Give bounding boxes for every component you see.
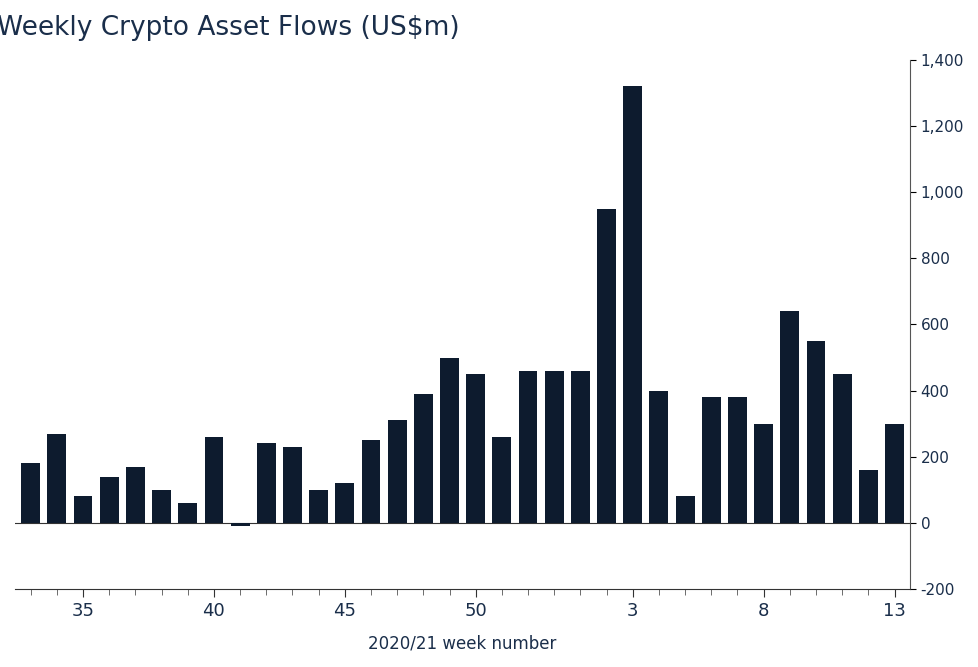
Bar (648, 391, 668, 523)
Bar (570, 371, 589, 523)
Bar (466, 374, 485, 523)
Bar (178, 503, 197, 523)
Bar (623, 87, 642, 523)
Bar (414, 394, 432, 523)
Bar (806, 341, 824, 523)
Bar (47, 434, 67, 523)
Bar (335, 483, 354, 523)
Bar (256, 444, 276, 523)
Bar (73, 496, 92, 523)
Bar (231, 523, 249, 526)
Bar (309, 490, 328, 523)
Bar (701, 397, 720, 523)
Bar (152, 490, 171, 523)
Bar (832, 374, 851, 523)
Bar (492, 437, 511, 523)
Bar (779, 311, 798, 523)
Bar (518, 371, 537, 523)
Text: Weekly Crypto Asset Flows (US$m): Weekly Crypto Asset Flows (US$m) (0, 15, 460, 41)
Bar (204, 437, 223, 523)
X-axis label: 2020/21 week number: 2020/21 week number (368, 634, 556, 652)
Bar (544, 371, 563, 523)
Bar (884, 424, 903, 523)
Bar (283, 447, 301, 523)
Bar (728, 397, 746, 523)
Bar (597, 209, 615, 523)
Bar (126, 467, 145, 523)
Bar (753, 424, 773, 523)
Bar (387, 420, 406, 523)
Bar (675, 496, 693, 523)
Bar (440, 358, 459, 523)
Bar (100, 476, 118, 523)
Bar (858, 470, 877, 523)
Bar (361, 440, 380, 523)
Bar (22, 464, 40, 523)
